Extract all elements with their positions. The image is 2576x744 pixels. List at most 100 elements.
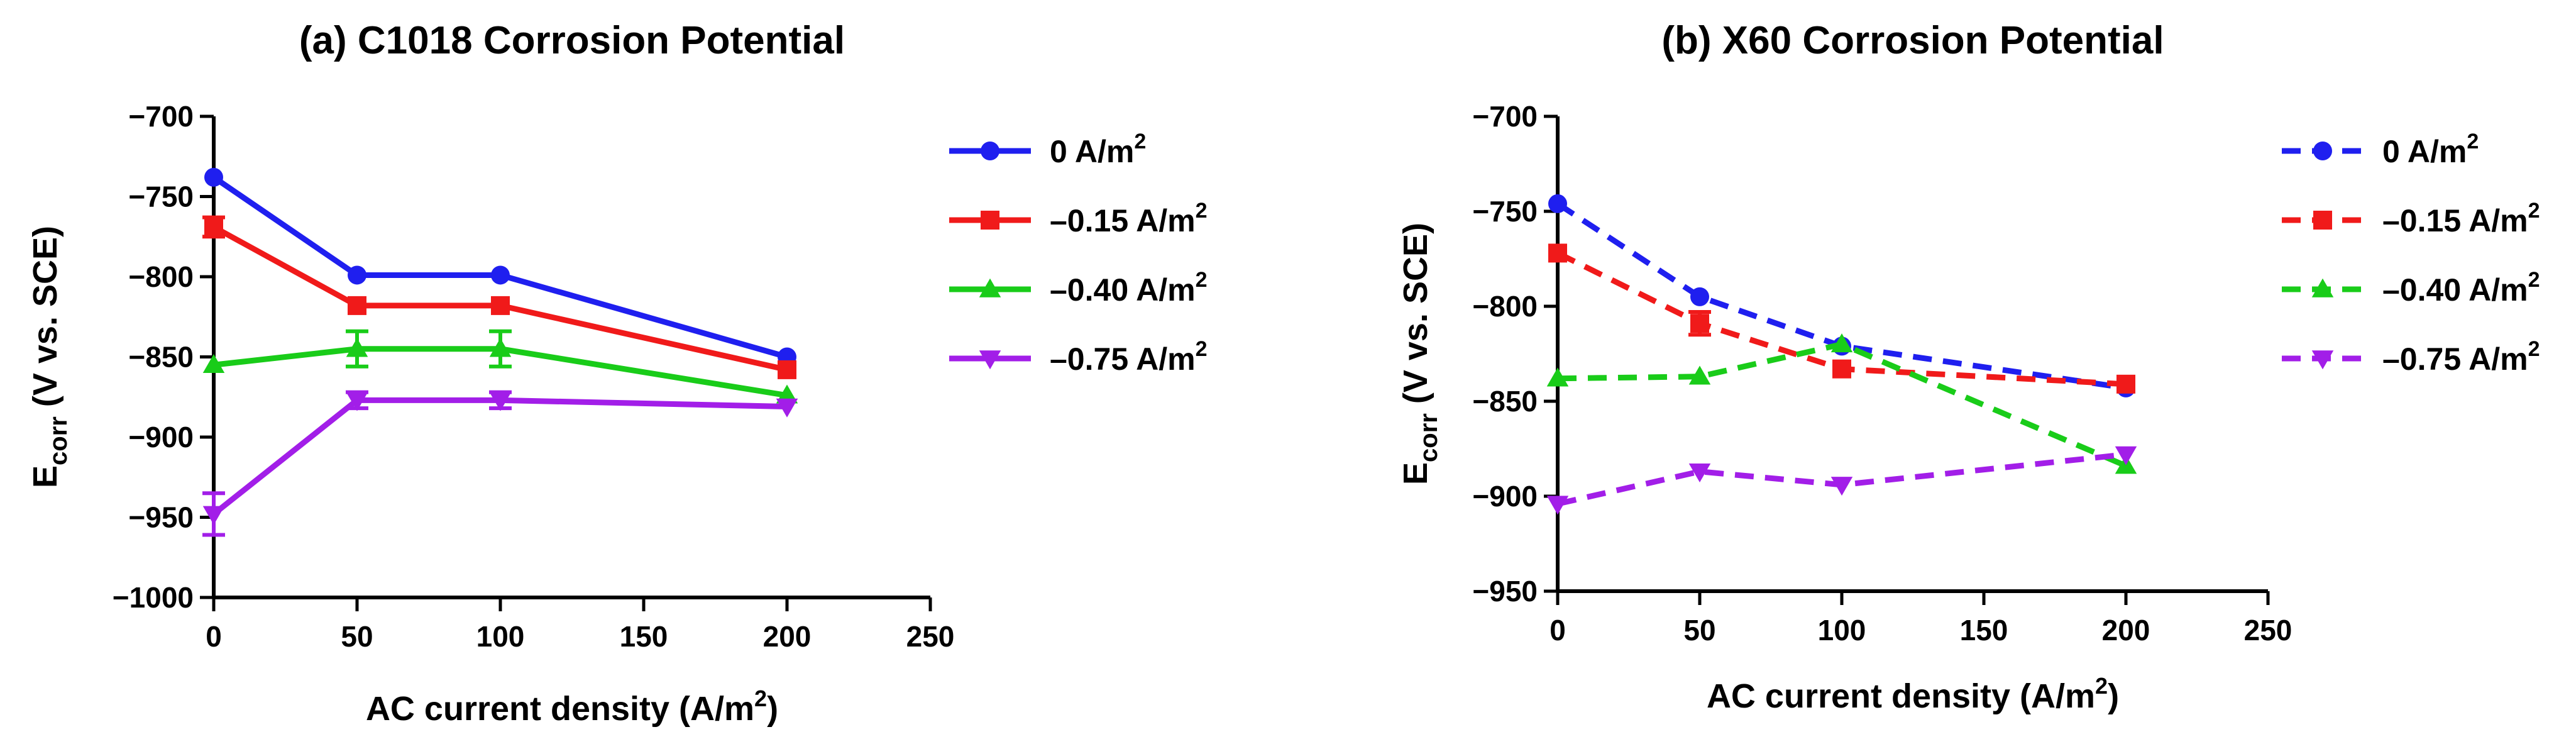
y-tick-label: −750 [1472, 195, 1538, 228]
y-tick-label: −700 [128, 100, 194, 133]
x-axis-label: AC current density (A/m2) [366, 686, 778, 728]
y-tick-label: −900 [1472, 480, 1538, 513]
data-point [1548, 194, 1567, 213]
data-point [348, 296, 366, 315]
x-tick-label: 150 [620, 620, 668, 653]
x-axis-label-text: AC current density (A/m [366, 690, 754, 728]
series-1 [202, 215, 796, 379]
legend-label-sup: 2 [1196, 337, 1208, 361]
x-axis-label-text: AC current density (A/m [1707, 677, 2095, 715]
y-tick-label: −1000 [113, 581, 194, 614]
series-2 [202, 329, 798, 404]
legend-label: –0.40 A/m2 [1050, 268, 1208, 308]
x-tick-label: 100 [476, 620, 525, 653]
legend-label-sup: 2 [2528, 337, 2540, 361]
y-axis-label: Ecorr (V vs. SCE) [1397, 223, 1443, 485]
y-tick-label: −950 [1472, 575, 1538, 608]
data-point [1830, 477, 1853, 496]
data-point [204, 217, 223, 236]
legend-marker [981, 142, 999, 160]
y-tick-label: −700 [1472, 100, 1538, 133]
legend-label-text: –0.40 A/m [2382, 272, 2528, 308]
legend-marker [2313, 211, 2332, 230]
data-point [346, 392, 368, 411]
series-3 [202, 390, 798, 537]
x-axis-label-end: ) [767, 690, 778, 728]
legend-marker [2311, 350, 2334, 370]
legend-label: –0.15 A/m2 [2382, 199, 2540, 238]
data-point [489, 338, 512, 357]
y-axis-label-rest: (V vs. SCE) [1397, 223, 1434, 413]
chart-title: (a) C1018 Corrosion Potential [299, 19, 845, 62]
legend-label-text: –0.15 A/m [2382, 203, 2528, 238]
legend-label: –0.75 A/m2 [1050, 337, 1208, 377]
data-point [1830, 333, 1853, 353]
x-tick-label: 50 [1683, 614, 1715, 647]
x-tick-label: 150 [1960, 614, 2008, 647]
series-line [213, 346, 788, 399]
data-point [778, 360, 796, 379]
y-axis-label-sub: corr [45, 416, 72, 465]
panel-b: (b) X60 Corrosion Potential −700 −750 −800 −… [1397, 19, 2540, 715]
legend-marker [2311, 278, 2334, 297]
data-point [1546, 496, 1569, 515]
legend-label-text: 0 A/m [1050, 134, 1134, 169]
legend-label-text: 0 A/m [2382, 134, 2467, 169]
legend-label: –0.15 A/m2 [1050, 199, 1208, 238]
legend-label-sup: 2 [2467, 130, 2479, 153]
legend-entry-2: –0.40 A/m2 [949, 268, 1208, 308]
data-point [2116, 374, 2135, 394]
chart-title: (b) X60 Corrosion Potential [1661, 19, 2164, 62]
legend-marker [2313, 142, 2332, 160]
y-axis-label-sub: corr [1415, 413, 1443, 462]
series-line [212, 397, 788, 516]
legend-marker [979, 278, 1001, 297]
x-axis-label: AC current density (A/m2) [1707, 673, 2119, 715]
y-tick-label: −750 [128, 180, 194, 213]
legend-label-sup: 2 [2528, 199, 2540, 223]
data-point [202, 354, 225, 373]
y-tick-label: −850 [1472, 385, 1538, 418]
legend-label-text: –0.75 A/m [2382, 341, 2528, 377]
y-axis-label: Ecorr (V vs. SCE) [26, 226, 72, 488]
data-point [1548, 243, 1567, 263]
legend-label-text: –0.40 A/m [1050, 272, 1196, 308]
series-0 [204, 167, 796, 367]
x-tick-label: 100 [1818, 614, 1866, 647]
data-point [1690, 287, 1709, 306]
legend-label: 0 A/m2 [2382, 130, 2479, 169]
x-axis-label-sup: 2 [2095, 673, 2108, 699]
legend-label-sup: 2 [1196, 268, 1208, 292]
x-tick-label: 250 [2244, 614, 2293, 647]
legend-entry-3: –0.75 A/m2 [2282, 337, 2540, 377]
x-tick-label: 0 [206, 620, 222, 653]
data-point [489, 392, 512, 411]
data-point [1688, 463, 1711, 482]
data-point [204, 167, 223, 187]
y-tick-label: −900 [128, 421, 194, 453]
legend-label: –0.75 A/m2 [2382, 337, 2540, 377]
data-point [1688, 365, 1711, 385]
legend-label-text: –0.75 A/m [1050, 341, 1196, 377]
data-point [1832, 359, 1851, 379]
data-point [1690, 314, 1709, 333]
series-1 [1548, 243, 2135, 394]
legend-entry-3: –0.75 A/m2 [949, 337, 1208, 377]
legend-label: 0 A/m2 [1050, 130, 1146, 169]
legend-entry-1: –0.15 A/m2 [2282, 199, 2540, 238]
data-point [776, 398, 798, 418]
x-tick-label: 200 [2102, 614, 2150, 647]
legend-label-sup: 2 [2528, 268, 2540, 292]
x-axis-label-sup: 2 [754, 686, 767, 711]
y-axis-label-base: E [26, 465, 64, 488]
series-line [1556, 201, 2127, 391]
series-line [212, 225, 788, 373]
data-point [491, 265, 510, 285]
panel-a: (a) C1018 Corrosion Potential −700 −750 −80… [26, 19, 1208, 728]
y-axis-label-base: E [1397, 462, 1434, 485]
series-line [212, 175, 788, 360]
legend-entry-2: –0.40 A/m2 [2282, 268, 2540, 308]
legend-label: –0.40 A/m2 [2382, 268, 2540, 308]
legend-marker [981, 211, 999, 230]
